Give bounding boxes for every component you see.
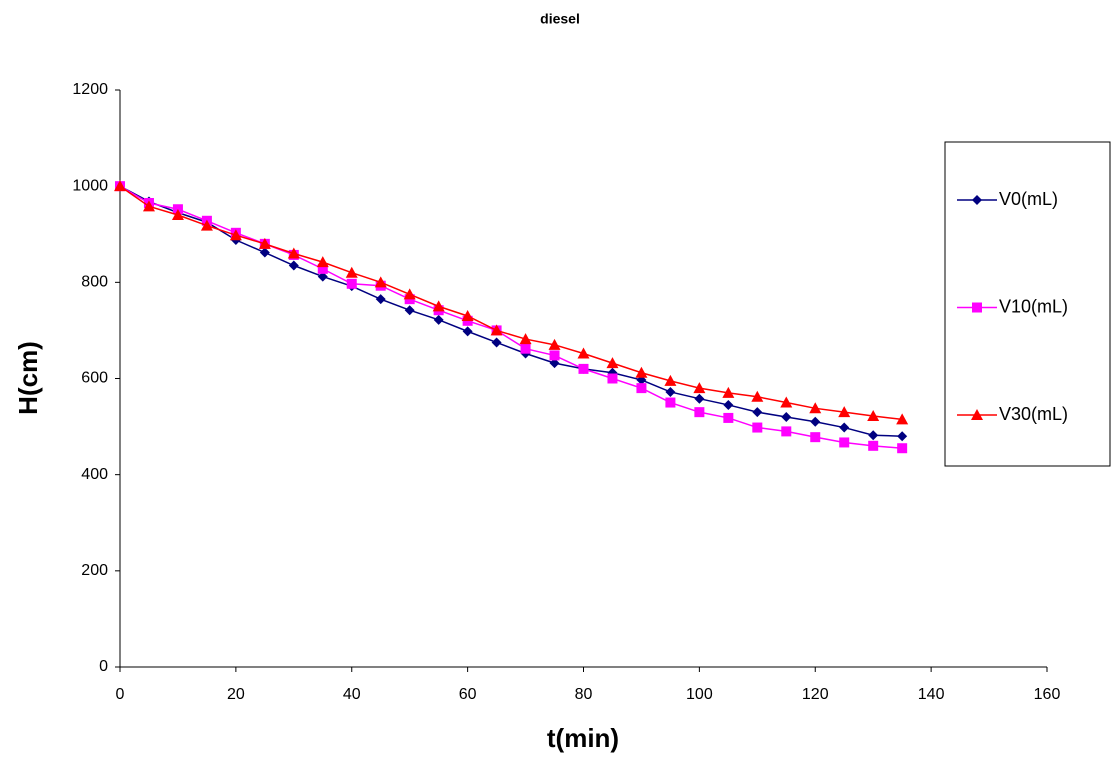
data-point [490, 324, 503, 336]
x-tick-label: 160 [1034, 686, 1061, 703]
data-point [664, 374, 677, 386]
data-point [404, 305, 415, 316]
legend-marker [972, 195, 982, 205]
x-axis-label: t(min) [547, 723, 619, 753]
data-point [229, 229, 242, 241]
data-point [375, 294, 386, 305]
data-point [578, 363, 589, 374]
data-point [752, 422, 763, 433]
data-point [346, 278, 357, 289]
data-point [171, 209, 184, 221]
data-point [636, 383, 647, 394]
legend-label: V30(mL) [999, 404, 1068, 424]
data-point [345, 266, 358, 278]
data-point [288, 260, 299, 271]
data-point [723, 399, 734, 410]
data-point [868, 430, 879, 441]
x-tick-label: 0 [116, 686, 125, 703]
data-point [549, 350, 560, 361]
x-tick-label: 140 [918, 686, 945, 703]
x-tick-label: 60 [459, 686, 477, 703]
data-point [809, 402, 822, 414]
data-point [549, 358, 560, 369]
data-point [607, 373, 618, 384]
data-point [693, 382, 706, 394]
legend-marker [971, 409, 983, 420]
data-point [317, 271, 328, 282]
x-tick-label: 80 [575, 686, 593, 703]
data-point [723, 412, 734, 423]
series-line [119, 185, 903, 421]
data-point [839, 437, 850, 448]
data-point [114, 180, 126, 192]
data-point [867, 410, 880, 422]
data-point [200, 219, 213, 231]
y-tick-label: 200 [81, 562, 108, 579]
series-line [119, 185, 903, 437]
data-point [665, 397, 676, 408]
data-point [520, 343, 531, 354]
data-point [635, 366, 648, 378]
y-tick-label: 800 [81, 274, 108, 291]
y-tick-label: 0 [99, 658, 108, 675]
data-point [462, 326, 473, 337]
data-point [461, 309, 474, 321]
legend-label: V0(mL) [999, 189, 1058, 209]
x-tick-label: 100 [686, 686, 713, 703]
data-point [897, 443, 908, 454]
data-point [433, 314, 444, 325]
data-point [752, 407, 763, 418]
data-point [287, 247, 300, 259]
data-point [722, 386, 735, 398]
y-tick-label: 400 [81, 466, 108, 483]
data-point [403, 288, 416, 300]
data-point [751, 390, 764, 402]
data-point [577, 347, 590, 359]
data-point [258, 237, 271, 249]
data-point [432, 300, 445, 312]
chart-title: diesel [540, 11, 580, 27]
data-point [810, 416, 821, 427]
data-point [781, 411, 792, 422]
data-point [780, 396, 793, 408]
x-tick-label: 120 [802, 686, 829, 703]
data-point [665, 386, 676, 397]
data-point [491, 337, 502, 348]
data-point [548, 338, 561, 350]
data-point [259, 247, 270, 258]
data-point [317, 263, 328, 274]
data-point [519, 333, 532, 345]
data-point [694, 407, 705, 418]
x-tick-label: 40 [343, 686, 361, 703]
data-point [374, 276, 387, 288]
data-point [142, 200, 155, 212]
data-point [838, 406, 851, 418]
series-line [119, 185, 903, 449]
x-tick-label: 20 [227, 686, 245, 703]
data-point [839, 422, 850, 433]
data-point [781, 426, 792, 437]
data-point [896, 413, 909, 425]
y-tick-label: 1200 [72, 81, 108, 98]
data-point [897, 431, 908, 442]
legend-label: V10(mL) [999, 296, 1068, 316]
data-point [810, 432, 821, 443]
y-tick-label: 1000 [72, 177, 108, 194]
data-point [694, 393, 705, 404]
data-point [868, 440, 879, 451]
data-point [316, 256, 329, 268]
y-tick-label: 600 [81, 370, 108, 387]
data-point [606, 357, 619, 369]
legend-marker [972, 302, 982, 313]
y-axis-label: H(cm) [13, 341, 43, 415]
